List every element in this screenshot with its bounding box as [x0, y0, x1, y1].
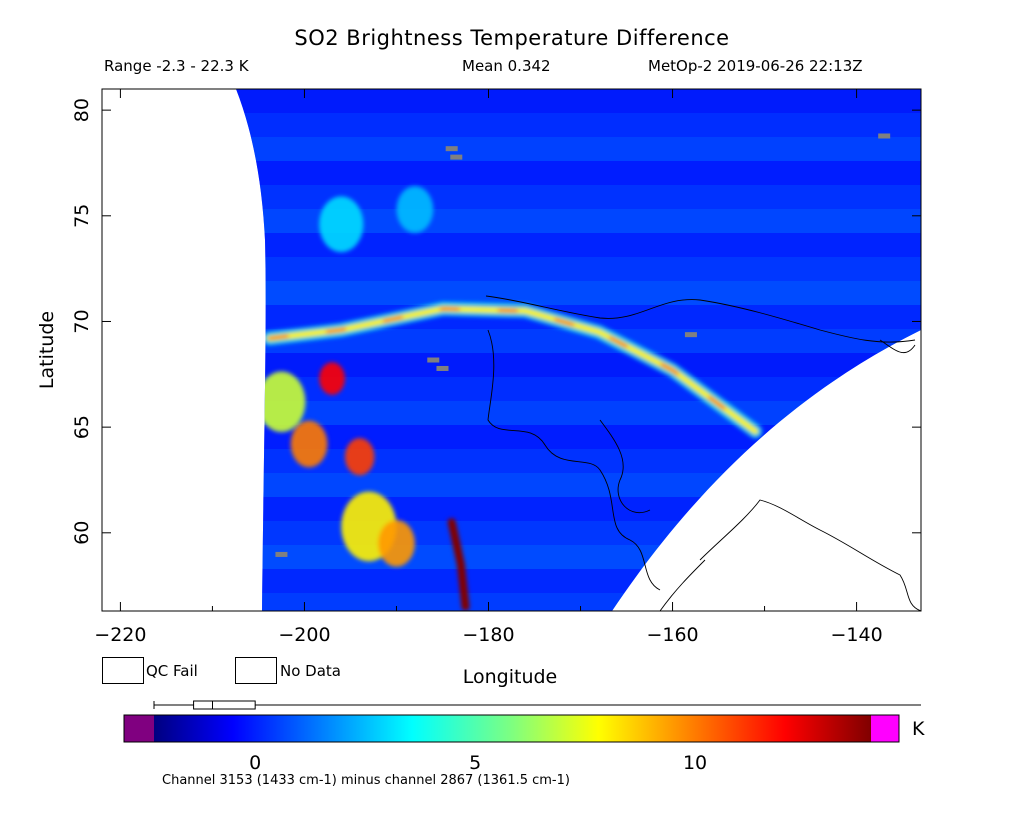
no-data-label: No Data — [280, 662, 341, 680]
x-tick-label: −140 — [830, 624, 882, 646]
coastline-segment — [879, 339, 916, 354]
swath-texture-band — [236, 161, 921, 185]
so2-blob — [257, 371, 306, 432]
colorbar-gradient — [154, 715, 871, 742]
colorbar-tick-label: 10 — [683, 752, 707, 774]
so2-blob — [319, 362, 345, 395]
y-tick-label: 75 — [71, 204, 93, 228]
swath-texture-band — [236, 137, 921, 161]
coastline-segment — [487, 329, 661, 591]
satellite-time-text: MetOp-2 2019-06-26 22:13Z — [648, 57, 863, 75]
swath-texture-band — [236, 257, 921, 281]
distribution-boxplot — [153, 700, 921, 710]
swath-texture-band — [236, 281, 921, 305]
colorbar-frame — [123, 714, 900, 743]
x-tick-label: −220 — [94, 624, 146, 646]
no-data-swatch — [235, 657, 277, 684]
y-tick-label: 70 — [71, 309, 93, 333]
plume-streak — [447, 518, 470, 611]
swath-texture-band — [236, 89, 921, 113]
boxplot-box — [193, 700, 256, 710]
x-tick-label: −160 — [646, 624, 698, 646]
qc-fail-marker — [445, 146, 458, 152]
x-tick-label: −200 — [278, 624, 330, 646]
mean-text: Mean 0.342 — [462, 57, 551, 75]
so2-blob — [378, 520, 415, 567]
qc-fail-markers — [275, 133, 891, 557]
swath-texture-band — [236, 353, 921, 377]
coastline-segment — [659, 559, 706, 611]
colorbar-low-cap — [124, 715, 154, 742]
coastline-segment — [699, 499, 921, 611]
qc-fail-marker — [450, 154, 463, 160]
colorbar-high-cap — [871, 715, 899, 742]
plume-features — [257, 186, 763, 611]
colorbar-tick-label: 5 — [469, 752, 481, 774]
axes: −220 −200 −180 −160 −140 60 65 70 75 80 — [71, 89, 921, 646]
so2-blob — [290, 420, 328, 468]
y-tick-label: 65 — [71, 415, 93, 439]
plume-arc-peak — [268, 307, 757, 433]
qc-fail-marker — [427, 357, 440, 363]
so2-blob — [344, 438, 375, 476]
y-tick-label: 60 — [71, 521, 93, 545]
y-tick-label: 80 — [71, 98, 93, 122]
swath-texture-band — [236, 113, 921, 137]
chart-title: SO2 Brightness Temperature Difference — [294, 26, 730, 50]
so2-blob — [396, 186, 434, 233]
coastline-segment — [485, 295, 916, 343]
swath-texture-band — [236, 377, 921, 401]
range-text: Range -2.3 - 22.3 K — [104, 57, 249, 75]
qc-fail-swatch — [102, 657, 144, 684]
qc-fail-marker — [878, 133, 891, 139]
colorbar-tick-label: 0 — [249, 752, 261, 774]
qc-fail-marker — [436, 365, 449, 371]
channel-footnote: Channel 3153 (1433 cm-1) minus channel 2… — [162, 773, 570, 788]
x-tick-label: −180 — [462, 624, 514, 646]
coastline-segment — [599, 419, 651, 514]
qc-fail-marker — [275, 551, 288, 557]
colorbar-unit: K — [912, 718, 925, 740]
y-axis-label: Latitude — [36, 310, 58, 390]
colorbar: 0 5 10 — [123, 700, 921, 774]
qc-fail-label: QC Fail — [146, 662, 198, 680]
coastlines — [485, 295, 921, 611]
qc-fail-marker — [684, 332, 697, 338]
heatmap-area — [102, 89, 921, 611]
so2-blob — [319, 196, 364, 253]
x-axis-label: Longitude — [462, 666, 558, 688]
plot-frame — [101, 88, 922, 612]
